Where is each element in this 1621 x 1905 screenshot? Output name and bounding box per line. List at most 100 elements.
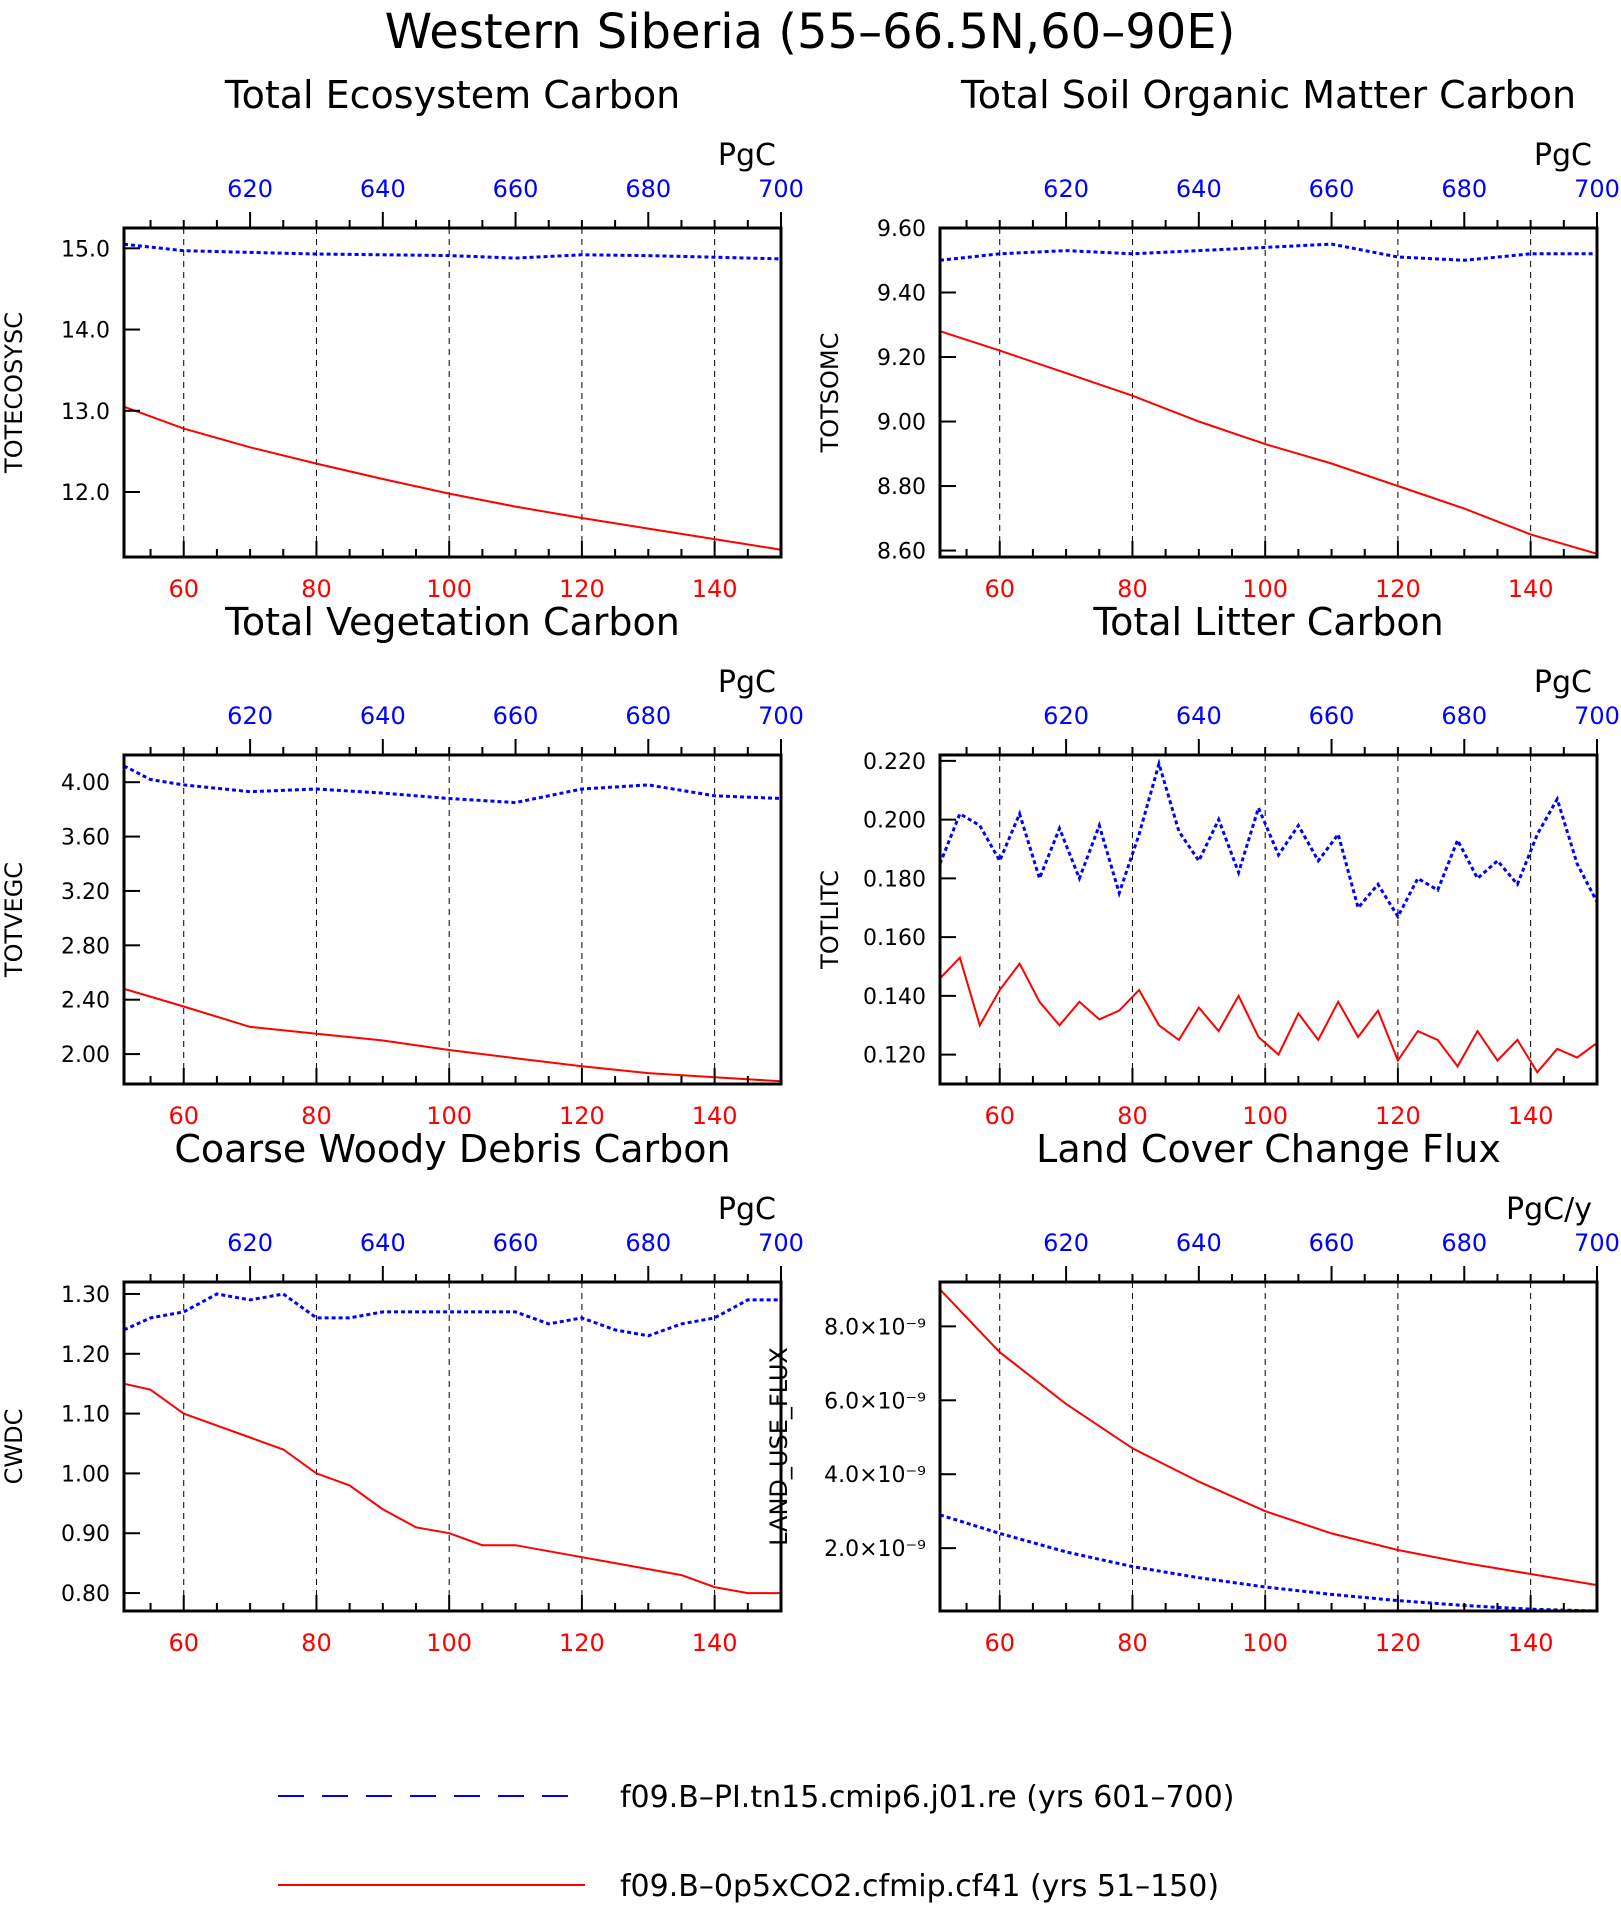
x-tick-label-top: 700: [758, 702, 804, 730]
x-tick-label-top: 680: [1441, 175, 1487, 203]
x-tick-label-top: 640: [1176, 175, 1222, 203]
panels: Total Ecosystem Carbon 60 80 100 120 140 620 64…: [0, 73, 1620, 1657]
x-tick-label-bottom: 80: [1117, 1629, 1148, 1657]
y-tick-label: 0.140: [863, 985, 926, 1010]
series-line-ctrl: [939, 242, 1597, 262]
x-tick-label-bottom: 80: [301, 575, 332, 603]
series-line-exp: [939, 330, 1598, 555]
panel-3: Total Vegetation Carbon 60 80 100 120 140 620 6…: [0, 600, 804, 1130]
panel-title: Total Ecosystem Carbon: [224, 73, 680, 117]
y-tick-label: 3.20: [61, 880, 110, 905]
x-tick-label-bottom: 120: [1375, 1629, 1421, 1657]
panel-title: Total Litter Carbon: [1092, 600, 1443, 644]
series-line-exp: [939, 955, 1598, 1075]
legend-label-ctrl: f09.B–PI.tn15.cmip6.j01.re (yrs 601–700): [620, 1780, 1234, 1815]
figure-title: Western Siberia (55–66.5N,60–90E): [385, 4, 1236, 60]
plot-frame: [938, 753, 1599, 1086]
x-tick-label-bottom: 140: [1508, 1629, 1554, 1657]
x-tick-label-top: 620: [1043, 175, 1089, 203]
x-tick-label-top: 700: [758, 1229, 804, 1257]
x-tick-label-top: 700: [1574, 175, 1620, 203]
series-line-exp: [939, 1288, 1598, 1587]
y-tick-label: 9.40: [877, 282, 926, 307]
series-line-ctrl: [123, 764, 782, 805]
x-tick-label-bottom: 140: [692, 1629, 738, 1657]
panel-title: Coarse Woody Debris Carbon: [174, 1127, 730, 1171]
panel-title: Total Soil Organic Matter Carbon: [960, 73, 1576, 117]
x-tick-label-bottom: 140: [692, 1102, 738, 1130]
x-tick-label-top: 680: [1441, 702, 1487, 730]
plot-frame: [938, 226, 1599, 559]
x-tick-label-top: 620: [227, 702, 273, 730]
x-tick-label-bottom: 80: [1117, 575, 1148, 603]
y-tick-label: 13.0: [61, 400, 110, 425]
x-tick-label-bottom: 100: [1242, 1629, 1288, 1657]
y-tick-label: 0.220: [863, 750, 926, 775]
x-tick-label-top: 680: [1441, 1229, 1487, 1257]
x-tick-label-top: 640: [360, 175, 406, 203]
x-tick-label-bottom: 60: [984, 575, 1015, 603]
units-label: PgC: [718, 1192, 776, 1227]
series-line-ctrl: [123, 242, 782, 261]
units-label: PgC: [718, 665, 776, 700]
x-tick-label-bottom: 80: [301, 1629, 332, 1657]
x-tick-label-bottom: 120: [1375, 1102, 1421, 1130]
x-tick-label-bottom: 80: [301, 1102, 332, 1130]
x-tick-label-top: 700: [1574, 702, 1620, 730]
x-tick-label-bottom: 60: [984, 1102, 1015, 1130]
y-tick-label: 1.10: [61, 1403, 110, 1428]
y-tick-label: 9.60: [877, 217, 926, 242]
plot-frame: [122, 1280, 783, 1613]
plot-frame: [122, 226, 783, 559]
y-tick-label: 12.0: [61, 481, 110, 506]
y-axis-label: CWDC: [0, 1409, 28, 1485]
x-tick-label-top: 620: [227, 175, 273, 203]
y-tick-label: 0.160: [863, 926, 926, 951]
panel-title: Total Vegetation Carbon: [224, 600, 680, 644]
x-tick-label-top: 680: [625, 175, 671, 203]
y-tick-label: 8.0×10⁻⁹: [824, 1315, 926, 1340]
x-tick-label-bottom: 140: [692, 575, 738, 603]
y-tick-label: 2.80: [61, 934, 110, 959]
plot-frame: [122, 753, 783, 1086]
x-tick-label-top: 660: [493, 702, 539, 730]
y-tick-label: 1.20: [61, 1343, 110, 1368]
x-tick-label-top: 620: [1043, 1229, 1089, 1257]
panel-4: Total Litter Carbon 60 80 100 120 140 620 640 66…: [816, 600, 1620, 1130]
y-tick-label: 0.80: [61, 1582, 110, 1607]
y-axis-label: TOTVEGC: [0, 862, 28, 978]
y-axis-label: TOTECOSYSC: [0, 312, 28, 474]
x-tick-label-top: 640: [360, 1229, 406, 1257]
x-tick-label-bottom: 80: [1117, 1102, 1148, 1130]
y-axis-label: TOTLITC: [816, 870, 844, 970]
x-tick-label-top: 640: [1176, 1229, 1222, 1257]
y-tick-label: 14.0: [61, 319, 110, 344]
x-tick-label-bottom: 120: [559, 575, 605, 603]
units-label: PgC: [1534, 138, 1592, 173]
units-label: PgC: [1534, 665, 1592, 700]
units-label: PgC: [718, 138, 776, 173]
series-line-exp: [123, 987, 782, 1083]
x-tick-label-top: 660: [1309, 702, 1355, 730]
y-tick-label: 15.0: [61, 237, 110, 262]
x-tick-label-bottom: 60: [168, 1629, 199, 1657]
y-axis-label: TOTSOMC: [816, 333, 844, 454]
y-tick-label: 2.40: [61, 989, 110, 1014]
x-tick-label-bottom: 100: [1242, 1102, 1288, 1130]
x-tick-label-top: 620: [227, 1229, 273, 1257]
series-line-exp: [123, 1382, 781, 1595]
x-tick-label-top: 640: [360, 702, 406, 730]
x-tick-label-top: 680: [625, 1229, 671, 1257]
x-tick-label-bottom: 100: [426, 1102, 472, 1130]
legend: f09.B–PI.tn15.cmip6.j01.re (yrs 601–700)…: [278, 1780, 1234, 1904]
x-tick-label-bottom: 120: [559, 1102, 605, 1130]
y-tick-label: 4.00: [61, 771, 110, 796]
x-tick-label-bottom: 60: [168, 1102, 199, 1130]
y-axis-label: LAND_USE_FLUX: [765, 1347, 793, 1546]
x-tick-label-top: 700: [1574, 1229, 1620, 1257]
x-tick-label-bottom: 100: [426, 1629, 472, 1657]
x-tick-label-top: 640: [1176, 702, 1222, 730]
y-tick-label: 0.90: [61, 1522, 110, 1547]
plot-frame: [938, 1280, 1599, 1613]
